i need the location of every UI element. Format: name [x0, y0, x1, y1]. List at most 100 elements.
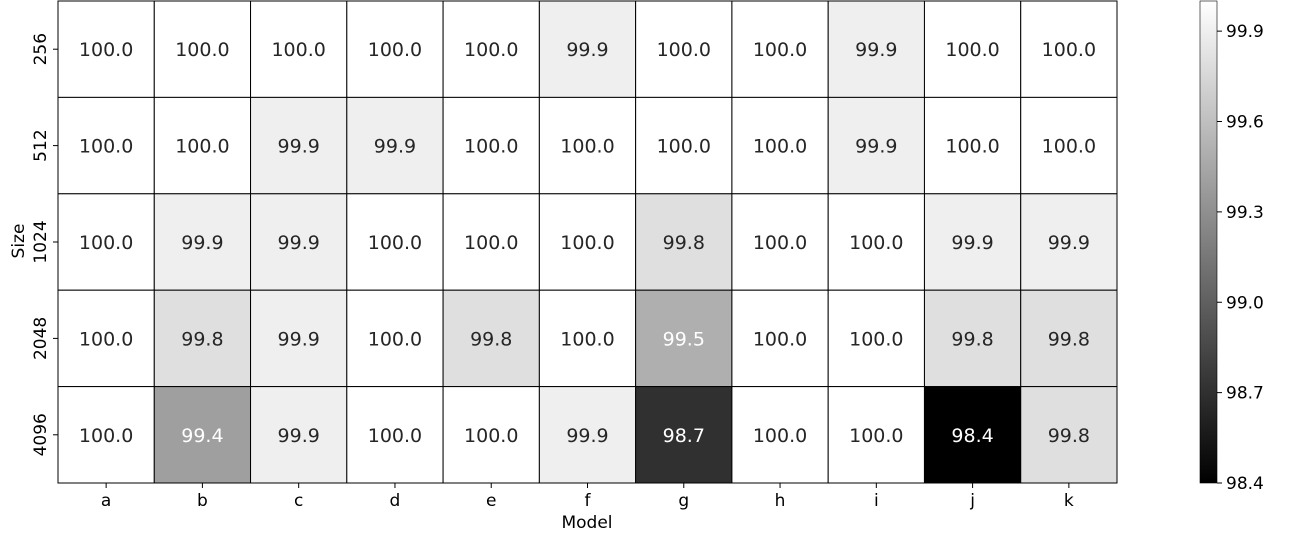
heatmap-cell [346, 386, 444, 484]
cell-value-label: 99.8 [1048, 425, 1090, 447]
cell-value-label: 99.9 [566, 425, 608, 447]
cell-value-label: 99.8 [1048, 328, 1090, 350]
cell-value-label: 100.0 [79, 232, 133, 254]
x-tick-label: c [294, 491, 303, 511]
heatmap-cell [1020, 193, 1118, 291]
heatmap-cell [250, 0, 348, 98]
colorbar-tick-label: 98.7 [1226, 384, 1264, 404]
y-axis-label: Size [9, 224, 29, 259]
cell-value-label: 100.0 [657, 39, 711, 61]
heatmap-cell [153, 0, 252, 98]
cell-value-label: 100.0 [849, 232, 903, 254]
x-tick-label: j [969, 491, 975, 511]
x-tick-label: f [585, 491, 592, 511]
cell-value-label: 100.0 [560, 328, 614, 350]
heatmap-cell [923, 0, 1022, 98]
heatmap-cell [923, 96, 1022, 195]
cell-value-label: 100.0 [464, 232, 518, 254]
heatmap-cell [635, 386, 733, 484]
cell-value-label: 99.9 [374, 136, 416, 158]
cell-value-label: 100.0 [464, 136, 518, 158]
heatmap-cell [1020, 289, 1118, 388]
cell-value-label: 99.9 [278, 136, 320, 158]
heatmap-cell [827, 386, 925, 484]
cell-value-label: 100.0 [79, 425, 133, 447]
cell-value-label: 99.9 [951, 232, 993, 254]
cell-value-label: 99.9 [1048, 232, 1090, 254]
cell-value-label: 100.0 [753, 136, 807, 158]
cell-value-label: 98.7 [663, 425, 705, 447]
x-axis-ticks: a b c d e f g h i j k [101, 483, 1074, 511]
cell-value-label: 100.0 [464, 425, 518, 447]
cell-value-label: 99.9 [855, 39, 897, 61]
x-tick-label: a [101, 491, 111, 511]
cell-value-label: 100.0 [753, 232, 807, 254]
cell-value-label: 100.0 [560, 232, 614, 254]
heatmap-cell [442, 0, 540, 98]
colorbar-ticks: 98.4 98.7 99.0 99.3 99.6 99.9 [1217, 22, 1264, 494]
colorbar-tick-label: 99.9 [1226, 22, 1264, 42]
heatmap-cell [538, 386, 637, 484]
heatmap-cell [827, 193, 925, 291]
cell-value-label: 100.0 [753, 328, 807, 350]
y-axis-ticks: 256 512 1024 2048 4096 [31, 33, 58, 456]
heatmap-cell [923, 386, 1022, 484]
x-tick-label: h [775, 491, 786, 511]
heatmap-cell [346, 0, 444, 98]
heatmap-cell [1020, 386, 1118, 484]
heatmap-cell [731, 0, 829, 98]
heatmap-cell [1020, 96, 1118, 195]
heatmap-cell [57, 386, 155, 484]
heatmap-cell [635, 96, 733, 195]
cell-value-label: 99.8 [181, 328, 223, 350]
heatmap-cell [1020, 0, 1118, 98]
x-tick-label: d [390, 491, 401, 511]
colorbar-tick-label: 99.6 [1226, 113, 1264, 133]
cell-value-label: 99.9 [566, 39, 608, 61]
x-tick-label: i [874, 491, 879, 511]
heatmap-cell [731, 96, 829, 195]
cell-value-label: 100.0 [849, 328, 903, 350]
cell-value-label: 100.0 [368, 328, 422, 350]
heatmap-cell [250, 193, 348, 291]
heatmap-cell [538, 289, 637, 388]
cell-value-label: 100.0 [657, 136, 711, 158]
heatmap-cell [442, 289, 540, 388]
cell-value-label: 100.0 [368, 425, 422, 447]
cell-value-label: 99.9 [278, 425, 320, 447]
cell-value-label: 100.0 [79, 136, 133, 158]
heatmap-cell [442, 96, 540, 195]
cell-value-label: 99.8 [470, 328, 512, 350]
y-tick-label: 2048 [31, 317, 51, 360]
y-tick-label: 256 [31, 33, 51, 65]
colorbar-tick-label: 98.4 [1226, 474, 1264, 494]
heatmap-cell [538, 193, 637, 291]
heatmap-cell [442, 386, 540, 484]
cell-value-label: 100.0 [849, 425, 903, 447]
cell-value-label: 100.0 [271, 39, 325, 61]
cell-value-label: 99.8 [663, 232, 705, 254]
cell-value-label: 100.0 [945, 39, 999, 61]
heatmap-cell [346, 96, 444, 195]
y-tick-label: 512 [31, 129, 51, 161]
cell-value-label: 100.0 [1042, 136, 1096, 158]
cell-value-label: 100.0 [753, 425, 807, 447]
heatmap-cell [57, 96, 155, 195]
heatmap-cell [538, 96, 637, 195]
heatmap-cell [250, 386, 348, 484]
cell-value-label: 98.4 [951, 425, 993, 447]
cell-value-label: 99.9 [278, 232, 320, 254]
heatmap-cell [153, 386, 252, 484]
x-axis-label: Model [561, 513, 612, 533]
heatmap-cell [827, 289, 925, 388]
heatmap-cells: 100.0 100.0 100.0 100.0 100.0 99.9 100.0 100.0 9… [57, 0, 1118, 484]
heatmap-cell [153, 96, 252, 195]
cell-value-label: 100.0 [79, 328, 133, 350]
cell-value-label: 100.0 [945, 136, 999, 158]
y-tick-label: 4096 [31, 413, 51, 456]
cell-value-label: 100.0 [368, 39, 422, 61]
cell-value-label: 100.0 [175, 39, 229, 61]
cell-value-label: 99.9 [278, 328, 320, 350]
heatmap-cell [538, 0, 637, 98]
cell-value-label: 99.9 [181, 232, 223, 254]
